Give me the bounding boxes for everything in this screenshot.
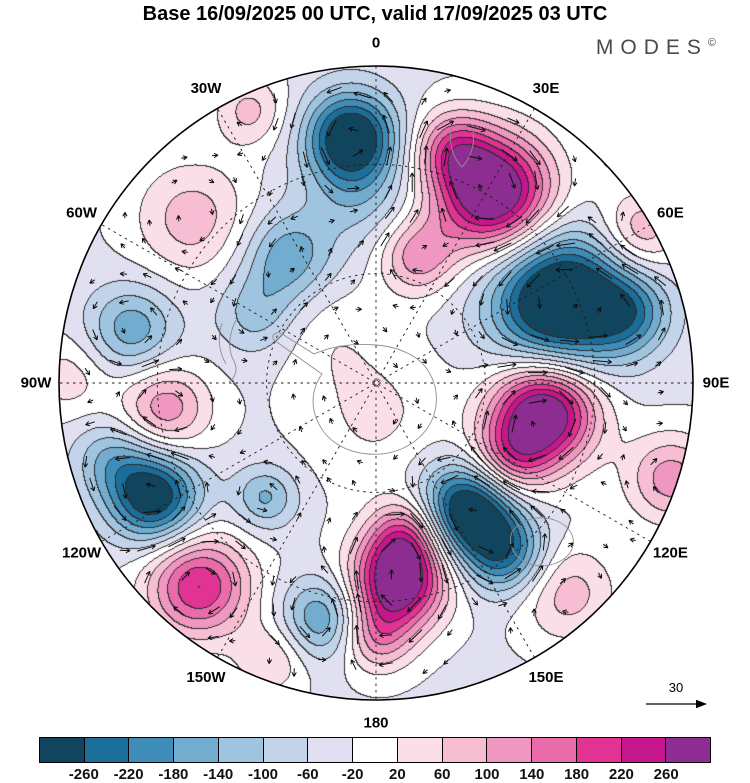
colorbar-tick--180: -180 bbox=[158, 766, 189, 783]
colorbar-cell-14 bbox=[665, 737, 712, 763]
meridian-label-90E: 90E bbox=[703, 375, 730, 392]
colorbar-cell-0 bbox=[39, 737, 85, 763]
colorbar-cell-8 bbox=[396, 737, 443, 763]
coastline bbox=[218, 322, 227, 365]
colorbar-cell-7 bbox=[352, 737, 398, 763]
colorbar-cell-11 bbox=[531, 737, 577, 763]
colorbar-cell-4 bbox=[217, 737, 264, 763]
colorbar-cell-10 bbox=[486, 737, 533, 763]
colorbar-cell-2 bbox=[128, 737, 175, 763]
colorbar-tick--20: -20 bbox=[341, 766, 364, 783]
coastline bbox=[272, 332, 437, 455]
meridian-label-0: 0 bbox=[372, 35, 380, 52]
colorbar-tick--220: -220 bbox=[113, 766, 144, 783]
colorbar-tick-20: 20 bbox=[389, 766, 406, 783]
map-rim bbox=[58, 65, 694, 701]
meridian-label-60E: 60E bbox=[657, 205, 684, 222]
wind-arrows bbox=[83, 86, 667, 677]
colorbar-cell-9 bbox=[441, 737, 488, 763]
coastline bbox=[228, 319, 237, 383]
meridian-label-120E: 120E bbox=[653, 545, 688, 562]
meridian-label-120W: 120W bbox=[62, 545, 102, 562]
colorbar bbox=[39, 737, 712, 763]
reference-arrow: 30 bbox=[640, 680, 712, 715]
graticule-meridian bbox=[217, 108, 535, 658]
colorbar-cell-12 bbox=[575, 737, 622, 763]
meridian-label-30W: 30W bbox=[191, 80, 223, 97]
colorbar-cell-3 bbox=[173, 737, 219, 763]
colorbar-tick--60: -60 bbox=[296, 766, 319, 783]
coastline bbox=[417, 538, 434, 564]
colorbar-tick-220: 220 bbox=[608, 766, 634, 783]
meridian-label-150E: 150E bbox=[528, 669, 563, 686]
colorbar-cell-5 bbox=[262, 737, 309, 763]
colorbar-cell-1 bbox=[83, 737, 130, 763]
colorbar-tick-100: 100 bbox=[474, 766, 500, 783]
meridian-label-90W: 90W bbox=[21, 375, 53, 392]
graticule-meridian bbox=[217, 108, 535, 658]
colorbar-tick-140: 140 bbox=[519, 766, 545, 783]
colorbar-tick--100: -100 bbox=[247, 766, 279, 783]
graticule-latitude-circle bbox=[156, 163, 596, 603]
modes-logo: MODES© bbox=[596, 36, 716, 60]
meridian-label-30E: 30E bbox=[533, 80, 560, 97]
reference-arrow-label: 30 bbox=[668, 680, 684, 695]
colorbar-tick-260: 260 bbox=[653, 766, 679, 783]
colorbar-tick--140: -140 bbox=[203, 766, 234, 783]
colorbar-cell-6 bbox=[307, 737, 354, 763]
graticule-meridian bbox=[101, 224, 651, 542]
coastline bbox=[450, 125, 474, 168]
colorbar-cell-13 bbox=[620, 737, 667, 763]
copyright-icon: © bbox=[707, 37, 716, 49]
reference-arrow-icon bbox=[646, 699, 707, 709]
colorbar-labels: -260 -220 -180 -140 -100 -60 -20 20 60 100 140 180 2… bbox=[0, 766, 750, 783]
meridian-label-150W: 150W bbox=[186, 669, 226, 686]
meridian-label-60W: 60W bbox=[66, 205, 98, 222]
chart-title: Base 16/09/2025 00 UTC, valid 17/09/2025… bbox=[142, 3, 608, 25]
colorbar-tick--260: -260 bbox=[68, 766, 99, 783]
meridian-label-180: 180 bbox=[363, 715, 388, 732]
graticule-latitude-circle bbox=[266, 273, 486, 493]
graticule-meridian bbox=[101, 224, 651, 542]
coastline bbox=[510, 517, 574, 567]
colorbar-tick-180: 180 bbox=[564, 766, 590, 783]
colorbar-tick-60: 60 bbox=[433, 766, 451, 783]
modes-logo-text: MODES bbox=[595, 36, 708, 59]
